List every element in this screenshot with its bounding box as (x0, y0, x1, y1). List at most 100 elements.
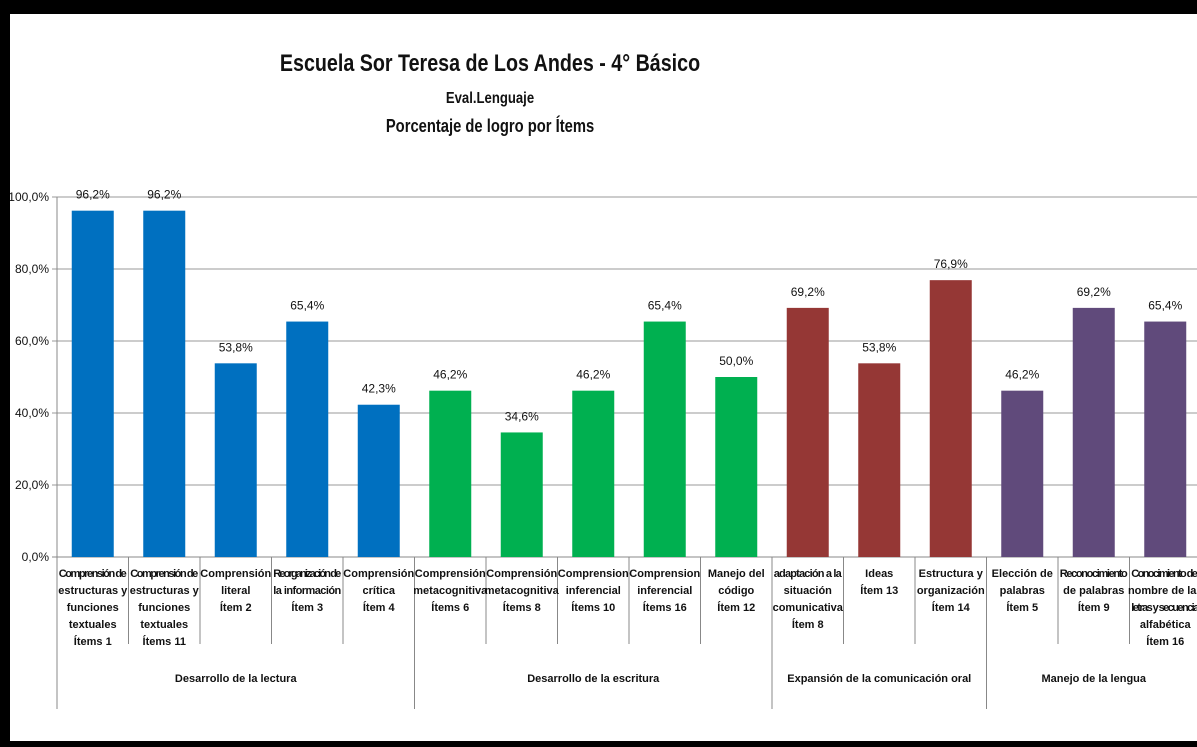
data-label: 34,6% (505, 409, 539, 423)
category-label: de palabras (1063, 585, 1124, 597)
category-label: Reorganización de (273, 568, 341, 580)
data-label: 76,9% (934, 257, 968, 271)
category-label: Conocimiento del (1131, 568, 1197, 580)
data-label: 65,4% (290, 299, 324, 313)
category-label: textuales (69, 619, 117, 631)
category-label: funciones (67, 602, 119, 614)
y-tick-label: 20,0% (15, 478, 49, 492)
category-label: crítica (363, 585, 396, 597)
y-tick-label: 40,0% (15, 406, 49, 420)
category-label: Estructura y (919, 568, 984, 580)
data-label: 46,2% (1005, 368, 1039, 382)
category-label: Elección de (992, 568, 1053, 580)
category-label: Comprensión (200, 568, 271, 580)
data-label: 53,8% (219, 340, 253, 354)
category-label: Ítem 14 (932, 601, 971, 614)
category-label: funciones (138, 602, 190, 614)
bar (286, 321, 329, 557)
category-label: Ítem 12 (717, 601, 755, 614)
chart-frame: Escuela Sor Teresa de Los Andes - 4° Bás… (10, 14, 1197, 741)
category-label: inferencial (566, 585, 621, 597)
data-label: 50,0% (719, 354, 753, 368)
category-label: Ítem 13 (860, 584, 898, 597)
category-label: Ítems 6 (431, 601, 469, 614)
chart-subtitle: Eval.Lenguaje (445, 90, 535, 107)
category-label: palabras (1000, 585, 1045, 597)
category-label: Ideas (865, 568, 893, 580)
category-label: Ítem 4 (363, 601, 396, 614)
data-label: 65,4% (648, 299, 682, 313)
bar (929, 280, 972, 557)
bar (71, 210, 114, 557)
category-label: comunicativa (773, 602, 844, 614)
category-label: situación (784, 585, 833, 597)
category-label: metacognitiva (413, 585, 488, 597)
bar (643, 321, 686, 557)
category-label: estructuras y (130, 585, 200, 597)
category-label: adaptación a la (774, 568, 843, 580)
category-label: estructuras y (58, 585, 128, 597)
y-tick-label: 100,0% (10, 190, 49, 204)
category-label: literal (221, 585, 250, 597)
category-label: Comprension (629, 568, 700, 580)
category-label: Ítems 8 (503, 601, 541, 614)
data-label: 42,3% (362, 382, 396, 396)
data-label: 96,2% (76, 188, 110, 202)
category-label: Comprensión de (130, 568, 198, 580)
bar (1072, 307, 1115, 557)
data-label: 69,2% (1077, 285, 1111, 299)
category-label: código (718, 585, 754, 597)
category-label: Comprension (558, 568, 629, 580)
data-label: 96,2% (147, 188, 181, 202)
category-label: nombre de las (1128, 585, 1197, 597)
category-label: inferencial (637, 585, 692, 597)
bar (1001, 390, 1044, 557)
category-label: Ítem 5 (1006, 601, 1038, 614)
group-label: Desarrollo de la escritura (527, 673, 660, 685)
group-label: Desarrollo de la lectura (175, 673, 298, 685)
category-label: Manejo del (708, 568, 765, 580)
category-label: Comprensión de (59, 568, 127, 580)
category-label: letras y secuencia (1131, 602, 1197, 614)
category-label: Reconocimiento (1060, 568, 1128, 580)
bar (214, 363, 257, 557)
data-label: 65,4% (1148, 299, 1182, 313)
chart-title: Escuela Sor Teresa de Los Andes - 4° Bás… (279, 50, 701, 77)
bar (572, 390, 615, 557)
bar (357, 404, 400, 557)
category-label: la información (273, 585, 341, 597)
group-label: Manejo de la lengua (1041, 673, 1146, 685)
category-label: Ítems 16 (643, 601, 687, 614)
category-label: Comprensión (486, 568, 557, 580)
data-label: 46,2% (433, 368, 467, 382)
category-label: Ítem 9 (1078, 601, 1110, 614)
category-label: Ítem 3 (291, 601, 323, 614)
category-label: Ítems 1 (74, 635, 112, 648)
y-tick-label: 80,0% (15, 262, 49, 276)
bar (786, 307, 829, 557)
category-label: Ítem 16 (1146, 635, 1184, 648)
category-label: Ítems 10 (571, 601, 615, 614)
data-label: 69,2% (791, 285, 825, 299)
bar (1144, 321, 1187, 557)
data-label: 46,2% (576, 368, 610, 382)
data-label: 53,8% (862, 340, 896, 354)
bar-chart: 0,0% 20,0% 40,0% 60,0% 80,0% 100,0% 96,2% 96,2%… (10, 188, 1197, 709)
y-tick-label: 0,0% (22, 550, 50, 564)
category-label: textuales (140, 619, 188, 631)
category-label: organización (917, 585, 985, 597)
category-label: Ítem 2 (220, 601, 252, 614)
category-label: Ítems 11 (143, 635, 186, 648)
category-label: alfabética (1140, 619, 1192, 631)
category-label: Comprensión (415, 568, 486, 580)
category-label: metacognitiva (485, 585, 560, 597)
group-label: Expansión de la comunicación oral (787, 673, 971, 685)
category-label: Ítem 8 (792, 618, 824, 631)
chart-subtitle-2: Porcentaje de logro por Ítems (385, 116, 595, 136)
y-tick-label: 60,0% (15, 334, 49, 348)
bar (429, 390, 472, 557)
category-label: Comprensión (343, 568, 414, 580)
bar (715, 377, 758, 557)
bar (500, 432, 543, 557)
bar (858, 363, 901, 557)
